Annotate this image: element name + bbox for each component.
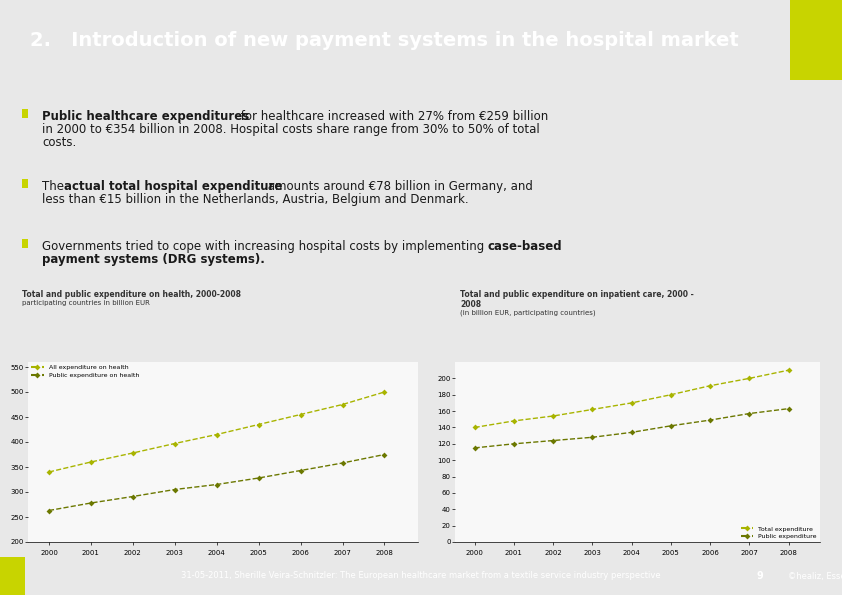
Bar bbox=[22, 239, 29, 248]
Text: actual total hospital expenditure: actual total hospital expenditure bbox=[64, 180, 282, 193]
Text: The: The bbox=[42, 180, 67, 193]
Text: ©healiz, Essen: ©healiz, Essen bbox=[788, 572, 842, 581]
Text: 9: 9 bbox=[757, 571, 764, 581]
Text: (in billion EUR, participating countries): (in billion EUR, participating countries… bbox=[460, 310, 595, 317]
Text: amounts around €78 billion in Germany, and: amounts around €78 billion in Germany, a… bbox=[264, 180, 533, 193]
Text: case-based: case-based bbox=[487, 240, 562, 253]
Text: Total and public expenditure on health, 2000-2008: Total and public expenditure on health, … bbox=[22, 290, 241, 299]
Legend: Total expenditure, Public expenditure: Total expenditure, Public expenditure bbox=[741, 526, 817, 539]
Text: Governments tried to cope with increasing hospital costs by implementing: Governments tried to cope with increasin… bbox=[42, 240, 488, 253]
Text: for healthcare increased with 27% from €259 billion: for healthcare increased with 27% from €… bbox=[237, 110, 548, 123]
Text: in 2000 to €354 billion in 2008. Hospital costs share range from 30% to 50% of t: in 2000 to €354 billion in 2008. Hospita… bbox=[42, 123, 540, 136]
Text: costs.: costs. bbox=[42, 136, 77, 149]
Bar bbox=[0, 557, 25, 595]
Text: payment systems (DRG systems).: payment systems (DRG systems). bbox=[42, 253, 265, 266]
Bar bbox=[22, 109, 29, 118]
Text: 2008: 2008 bbox=[460, 300, 481, 309]
Bar bbox=[790, 0, 842, 80]
Text: 31-05-2011, Sherille Veira-Schnitzler: The European healthcare market from a tex: 31-05-2011, Sherille Veira-Schnitzler: T… bbox=[181, 572, 661, 581]
Text: Total and public expenditure on inpatient care, 2000 -: Total and public expenditure on inpatien… bbox=[460, 290, 694, 299]
Text: 2.   Introduction of new payment systems in the hospital market: 2. Introduction of new payment systems i… bbox=[30, 30, 738, 49]
Text: less than €15 billion in the Netherlands, Austria, Belgium and Denmark.: less than €15 billion in the Netherlands… bbox=[42, 193, 469, 206]
Bar bbox=[22, 178, 29, 187]
Legend: All expenditure on health, Public expenditure on health: All expenditure on health, Public expend… bbox=[31, 365, 139, 378]
Text: Public healthcare expenditures: Public healthcare expenditures bbox=[42, 110, 249, 123]
Text: participating countries in billion EUR: participating countries in billion EUR bbox=[22, 300, 150, 306]
